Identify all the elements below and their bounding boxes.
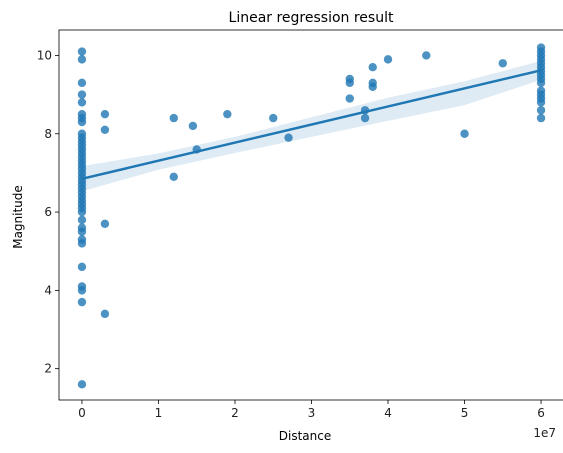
x-tick-label: 0	[78, 406, 86, 420]
x-tick-label: 1	[155, 406, 163, 420]
x-axis-offset-label: 1e7	[533, 426, 556, 440]
data-point	[460, 129, 469, 138]
data-point	[536, 113, 546, 123]
data-point	[284, 133, 293, 142]
data-point	[77, 297, 87, 307]
x-axis-label: Distance	[279, 429, 331, 443]
data-point	[77, 117, 87, 127]
regression-line-layer	[81, 69, 542, 180]
data-point	[169, 113, 178, 123]
y-tick-label: 2	[44, 362, 52, 376]
data-point	[536, 78, 546, 88]
data-point	[368, 62, 377, 72]
data-point	[269, 113, 278, 123]
chart-title: Linear regression result	[229, 10, 394, 26]
data-point	[536, 98, 546, 107]
y-tick-label: 6	[44, 205, 52, 219]
data-point	[77, 98, 87, 107]
data-point	[100, 125, 110, 135]
data-point	[77, 47, 87, 56]
data-point	[169, 172, 178, 182]
x-tick-label: 3	[308, 406, 316, 420]
data-point	[536, 106, 546, 115]
data-point	[77, 286, 87, 295]
y-tick-label: 4	[44, 283, 52, 297]
data-point	[77, 78, 87, 88]
plot-area	[77, 43, 546, 389]
x-axis-ticks: 0 1 2 3 4 5 6	[78, 400, 545, 420]
x-tick-label: 2	[231, 406, 239, 420]
confidence-band-layer	[81, 60, 542, 192]
data-point	[77, 262, 87, 272]
scatter-points-layer	[77, 43, 546, 389]
x-tick-label: 5	[461, 406, 469, 420]
x-tick-label: 6	[537, 406, 545, 420]
data-point	[77, 380, 87, 389]
data-point	[77, 227, 87, 236]
data-point	[383, 55, 393, 64]
x-tick-label: 4	[384, 406, 392, 420]
y-tick-label: 10	[37, 48, 52, 62]
y-axis-label: Magnitude	[11, 185, 25, 249]
data-point	[223, 109, 232, 119]
data-point	[77, 55, 87, 64]
data-point	[77, 239, 87, 248]
regression-line	[81, 69, 542, 180]
data-point	[498, 59, 507, 68]
data-point	[422, 51, 431, 60]
data-point	[345, 94, 354, 103]
y-tick-label: 8	[44, 127, 52, 141]
data-point	[100, 109, 110, 119]
data-point	[188, 121, 198, 131]
data-point	[77, 215, 87, 225]
data-point	[360, 113, 370, 123]
data-point	[368, 82, 377, 91]
data-point	[77, 90, 87, 99]
data-point	[100, 309, 110, 319]
confidence-band	[81, 60, 542, 192]
y-axis-ticks: 2 4 6 8 10	[37, 48, 59, 376]
data-point	[77, 207, 87, 217]
data-point	[100, 219, 110, 229]
data-point	[345, 78, 354, 88]
